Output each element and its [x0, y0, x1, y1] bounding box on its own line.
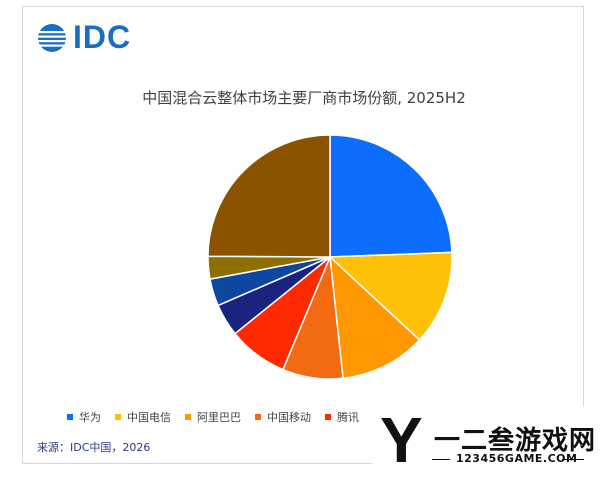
- chart-card: IDC 中国混合云整体市场主要厂商市场份额, 2025H2 华为 中国电信 阿里巴巴…: [22, 6, 584, 464]
- chart-title: 中国混合云整体市场主要厂商市场份额, 2025H2: [142, 89, 466, 107]
- legend-swatch: [255, 414, 261, 420]
- pie-slice-2: [329, 255, 421, 380]
- legend-item: 腾讯: [325, 409, 359, 425]
- legend-label: 腾讯: [337, 411, 359, 424]
- legend-label: 华为: [79, 411, 101, 424]
- watermark-text: 一二叁游戏网: [434, 426, 597, 456]
- globe-lines-icon: [38, 23, 66, 52]
- logo-text: IDC: [73, 19, 132, 55]
- legend-item: 中国移动: [255, 409, 311, 425]
- legend-swatch: [115, 414, 121, 420]
- legend-label: 中国电信: [127, 411, 171, 424]
- source-note: 来源：IDC中国，2026: [37, 441, 151, 454]
- legend-label: 阿里巴巴: [197, 411, 241, 424]
- watermark-rule-right: [562, 459, 584, 460]
- legend-label: 中国移动: [267, 411, 311, 424]
- pie-chart: [207, 134, 453, 380]
- legend-item: 中国电信: [115, 409, 171, 425]
- legend-swatch: [67, 414, 73, 420]
- idc-logo: IDC: [37, 19, 131, 56]
- pie-slice-0: [329, 134, 453, 258]
- watermark-letter: Y: [380, 404, 423, 476]
- watermark: Y 一二叁游戏网 123456GAME.COM: [372, 406, 600, 477]
- pie-slice-8: [207, 134, 331, 258]
- legend-item: 华为: [67, 409, 101, 425]
- pie-slice-1: [328, 251, 453, 342]
- watermark-url: 123456GAME.COM: [456, 452, 578, 465]
- legend-item: 阿里巴巴: [185, 409, 241, 425]
- legend-swatch: [325, 414, 331, 420]
- watermark-rule-left: [432, 459, 450, 460]
- chart-legend: 华为中国电信阿里巴巴中国移动腾讯中国: [67, 409, 407, 425]
- legend-swatch: [185, 414, 191, 420]
